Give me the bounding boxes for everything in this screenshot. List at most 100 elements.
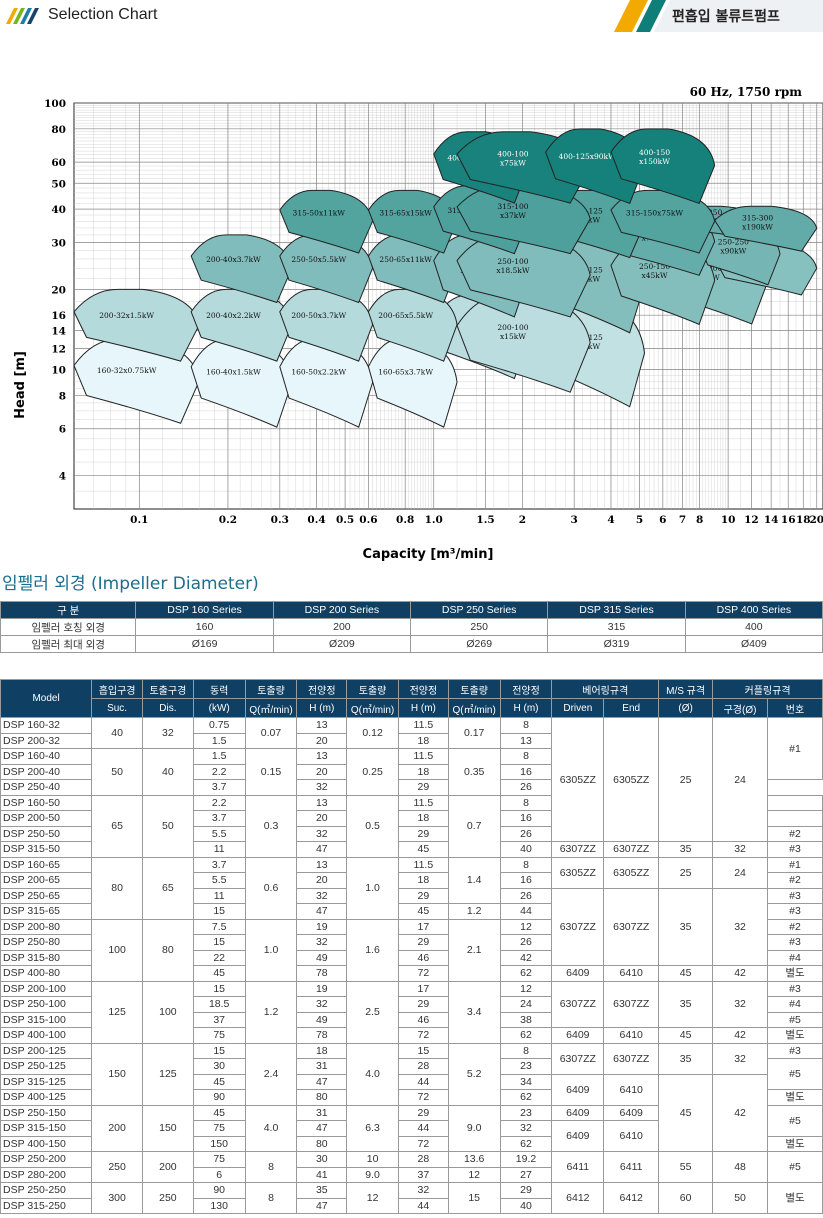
table-cell: 1.4 (447, 856, 501, 904)
pump-region (190, 234, 293, 304)
table-cell: 22 (192, 949, 246, 966)
table-cell: 72 (398, 1089, 449, 1106)
table-header: 동력 (192, 679, 246, 699)
table-cell: 80 (296, 1089, 348, 1106)
table-cell: 6307ZZ (551, 1042, 605, 1075)
table-cell: 6409 (551, 965, 605, 982)
region-label: 400-125x90kW (559, 152, 616, 161)
table-cell: 35 (658, 980, 714, 1028)
table-cell: 6307ZZ (551, 841, 605, 858)
region-label: 200-100 (497, 323, 528, 332)
table-cell: 1.0 (244, 918, 298, 982)
table-cell: 29 (398, 779, 449, 796)
table-row: DSP 400-150 150 80 72 62 별도 (0, 1135, 823, 1152)
region-label: 250-250 (718, 238, 749, 247)
model-cell: DSP 160-50 (0, 794, 93, 811)
table-cell: 2.4 (244, 1042, 298, 1106)
table-cell: 37 (398, 1166, 449, 1183)
y-axis-label: Head [m] (13, 351, 28, 419)
x-tick-label: 0.6 (359, 514, 377, 526)
table-cell: 1.0 (346, 856, 399, 920)
y-tick-label: 60 (51, 157, 66, 169)
x-tick-label: 4 (607, 514, 614, 526)
table-cell: 32 (296, 779, 348, 796)
region-label: 250-65x11kW (379, 255, 432, 264)
impeller-cell: 임펠러 최대 외경 (0, 635, 137, 653)
table-header: 전양정 (296, 679, 348, 699)
chart-title: 60 Hz, 1750 rpm (690, 85, 803, 99)
table-row: DSP 250-150 200 150 45 4.0 31 6.3 29 9.0 23 6409 64… (0, 1104, 823, 1152)
region-label: 315-65x15kW (379, 209, 432, 218)
table-cell: 15 (447, 1182, 501, 1214)
y-tick-label: 50 (51, 178, 66, 190)
table-cell: 44 (499, 903, 553, 920)
table-cell: #5 (767, 1011, 823, 1028)
table-cell: 47 (296, 1197, 348, 1214)
table-cell: 13 (499, 732, 553, 749)
table-cell: 6305ZZ (603, 717, 660, 842)
model-cell: DSP 200-65 (0, 872, 93, 889)
table-cell: 6409 (551, 1104, 605, 1121)
table-cell: #3 (767, 887, 823, 904)
table-cell: 6307ZZ (603, 887, 660, 966)
table-cell: 29 (398, 887, 449, 904)
table-cell: 8 (244, 1182, 298, 1214)
table-header: H (m) (499, 698, 553, 718)
table-cell: 0.15 (244, 748, 298, 796)
table-cell: #3 (767, 903, 823, 920)
table-cell: 29 (398, 934, 449, 951)
x-tick-label: 0.2 (219, 514, 237, 526)
table-cell: 6412 (603, 1182, 660, 1214)
impeller-cell: 315 (547, 618, 686, 636)
y-tick-label: 30 (51, 237, 66, 249)
table-cell: 9.0 (346, 1166, 399, 1183)
table-cell: 29 (398, 996, 449, 1013)
y-tick-label: 4 (59, 471, 66, 483)
table-cell: 11.5 (398, 748, 449, 765)
region-label: 160-32x0.75kW (97, 366, 157, 375)
impeller-cell: Ø269 (410, 635, 549, 653)
table-cell: 20 (296, 872, 348, 889)
table-row: DSP 250-65 11 32 29 26 6307ZZ 6307ZZ 35 32 #3 (0, 887, 823, 966)
table-cell: 24 (712, 717, 768, 842)
table-cell: 6307ZZ (603, 1042, 660, 1075)
table-header: Driven (551, 698, 605, 718)
table-cell: 5.5 (192, 872, 246, 889)
impeller-cell: Ø169 (135, 635, 274, 653)
model-cell: DSP 315-100 (0, 1011, 93, 1028)
table-cell: 49 (296, 949, 348, 966)
table-cell: 6410 (603, 965, 660, 982)
table-cell: 100 (141, 980, 194, 1044)
table-cell: 20 (296, 763, 348, 780)
table-cell: 42 (712, 1073, 768, 1152)
table-cell: 46 (398, 949, 449, 966)
model-cell: DSP 250-200 (0, 1151, 93, 1168)
model-cell: DSP 315-80 (0, 949, 93, 966)
table-cell: 60 (658, 1182, 714, 1214)
model-cell: DSP 200-50 (0, 810, 93, 827)
table-cell: 90 (192, 1089, 246, 1106)
table-cell: 32 (712, 980, 768, 1028)
table-cell: 13.6 (447, 1151, 501, 1168)
table-cell: 32 (712, 1042, 768, 1075)
table-cell: 32 (296, 887, 348, 904)
table-cell: 150 (141, 1104, 194, 1152)
table-cell: 6412 (551, 1182, 605, 1214)
table-cell: 34 (499, 1073, 553, 1090)
table-cell: 45 (398, 903, 449, 920)
region-label: 315-150x75kW (626, 209, 683, 218)
table-cell: #3 (767, 980, 823, 997)
table-cell: 2.5 (346, 980, 399, 1044)
table-cell: 35 (296, 1182, 348, 1199)
y-tick-label: 10 (51, 365, 66, 377)
table-cell: 29 (499, 1182, 553, 1199)
region-label: x37kW (500, 211, 526, 220)
x-tick-label: 8 (696, 514, 703, 526)
impeller-header: DSP 400 Series (684, 601, 823, 619)
table-cell: 200 (141, 1151, 194, 1183)
y-tick-label: 20 (51, 284, 66, 296)
table-cell: 78 (296, 965, 348, 982)
table-cell: 13 (296, 794, 348, 811)
table-cell: 300 (91, 1182, 143, 1214)
table-cell: 18 (398, 732, 449, 749)
